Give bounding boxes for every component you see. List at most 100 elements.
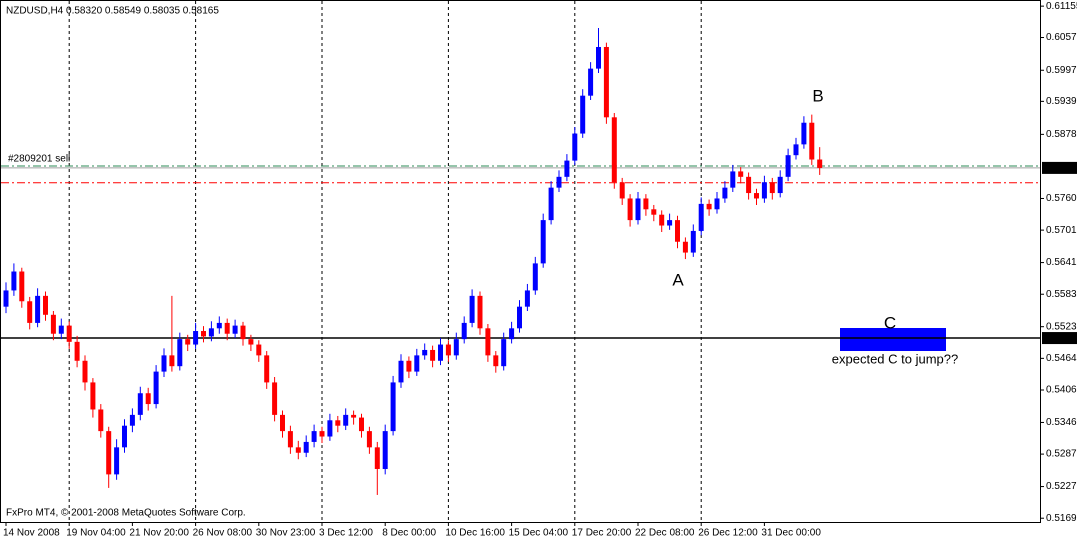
candle-body bbox=[445, 344, 451, 356]
x-tick-label: 21 Nov 20:00 bbox=[129, 528, 189, 539]
order-label: #2809201 sell bbox=[8, 154, 70, 165]
candle-body bbox=[477, 295, 483, 329]
candle-body bbox=[651, 209, 657, 215]
price-label: 0.58165 bbox=[1044, 163, 1077, 174]
candle-body bbox=[169, 355, 175, 367]
candle-body bbox=[343, 414, 349, 426]
candle-body bbox=[777, 176, 783, 194]
y-tick-label: 0.59395 bbox=[1046, 96, 1077, 107]
candle-body bbox=[682, 241, 688, 253]
candle-body bbox=[596, 46, 601, 69]
candle-body bbox=[556, 176, 562, 188]
candle-body bbox=[754, 193, 759, 199]
x-tick-label: 10 Dec 16:00 bbox=[445, 528, 505, 539]
candle-body bbox=[201, 331, 206, 337]
candle-body bbox=[572, 133, 578, 161]
candle-body bbox=[43, 295, 48, 315]
candle-body bbox=[185, 339, 191, 345]
candle-body bbox=[501, 339, 507, 367]
candle-body bbox=[469, 295, 475, 323]
y-tick-label: 0.57015 bbox=[1046, 225, 1077, 236]
candle-body bbox=[374, 447, 380, 469]
x-tick-label: 8 Dec 00:00 bbox=[382, 528, 436, 539]
candle-body bbox=[382, 431, 388, 469]
candle-body bbox=[90, 382, 96, 410]
price-label-box bbox=[1042, 332, 1077, 345]
candle-body bbox=[580, 95, 586, 134]
y-tick-label: 0.52275 bbox=[1046, 481, 1077, 492]
candle-body bbox=[303, 441, 309, 453]
x-tick-label: 14 Nov 2008 bbox=[3, 528, 60, 539]
candle-body bbox=[137, 393, 143, 415]
candle-body bbox=[540, 220, 546, 264]
candle-body bbox=[224, 322, 230, 334]
x-tick-label: 26 Nov 08:00 bbox=[193, 528, 253, 539]
candle-body bbox=[517, 306, 522, 329]
candle-body bbox=[114, 447, 120, 475]
candle-body bbox=[193, 331, 199, 345]
candle-body bbox=[438, 344, 443, 361]
candle-body bbox=[817, 159, 823, 168]
candle-body bbox=[98, 409, 104, 432]
candle-body bbox=[359, 417, 364, 432]
candle-body bbox=[145, 393, 151, 405]
candle-body bbox=[548, 187, 554, 221]
candle-body bbox=[327, 420, 333, 437]
candle-body bbox=[722, 187, 728, 199]
candle-body bbox=[311, 431, 317, 442]
candle-body bbox=[177, 339, 183, 367]
candle-body bbox=[603, 46, 609, 118]
candle-body bbox=[698, 203, 704, 231]
annotation: B bbox=[812, 86, 823, 105]
candle-body bbox=[627, 198, 633, 221]
candle-body bbox=[690, 230, 696, 253]
candle-body bbox=[730, 171, 736, 188]
candle-body bbox=[532, 263, 538, 291]
x-tick-label: 3 Dec 12:00 bbox=[319, 528, 373, 539]
candle-body bbox=[264, 355, 270, 383]
candle-body bbox=[769, 182, 775, 194]
price-label: 0.55020 bbox=[1044, 333, 1077, 344]
candle-body bbox=[11, 271, 17, 291]
y-tick-label: 0.54645 bbox=[1046, 353, 1077, 364]
candle-body bbox=[27, 301, 33, 323]
target-box bbox=[840, 328, 946, 351]
x-tick-label: 22 Dec 08:00 bbox=[635, 528, 695, 539]
candle-body bbox=[398, 360, 404, 383]
candle-body bbox=[461, 322, 467, 340]
candle-body bbox=[153, 371, 159, 405]
candle-body bbox=[485, 328, 491, 356]
candle-body bbox=[19, 271, 25, 302]
candle-body bbox=[635, 198, 641, 221]
candle-body bbox=[714, 198, 720, 210]
candle-body bbox=[659, 214, 665, 226]
chart-title: NZDUSD,H4 0.58320 0.58549 0.58035 0.5816… bbox=[6, 6, 219, 17]
annotation: A bbox=[672, 270, 684, 289]
candle-body bbox=[248, 339, 254, 345]
candle-body bbox=[588, 68, 594, 96]
annotation: C bbox=[884, 313, 896, 332]
candle-body bbox=[738, 171, 744, 177]
candle-body bbox=[240, 325, 246, 340]
x-tick-label: 31 Dec 00:00 bbox=[761, 528, 821, 539]
copyright: FxPro MT4, © 2001-2008 MetaQuotes Softwa… bbox=[6, 508, 246, 519]
candle-body bbox=[3, 290, 9, 307]
x-tick-label: 15 Dec 04:00 bbox=[509, 528, 569, 539]
candle-body bbox=[643, 198, 649, 210]
candle-body bbox=[106, 431, 112, 475]
candle-body bbox=[122, 425, 127, 448]
candle-body bbox=[287, 431, 293, 448]
candle-body bbox=[809, 122, 815, 160]
candle-body bbox=[493, 355, 499, 367]
candle-body bbox=[232, 325, 238, 334]
price-label-box bbox=[1042, 161, 1077, 174]
candle-body bbox=[351, 414, 357, 418]
candle-body bbox=[335, 420, 341, 426]
candle-body bbox=[564, 160, 570, 177]
candle-body bbox=[706, 203, 712, 210]
candle-body bbox=[66, 325, 72, 342]
